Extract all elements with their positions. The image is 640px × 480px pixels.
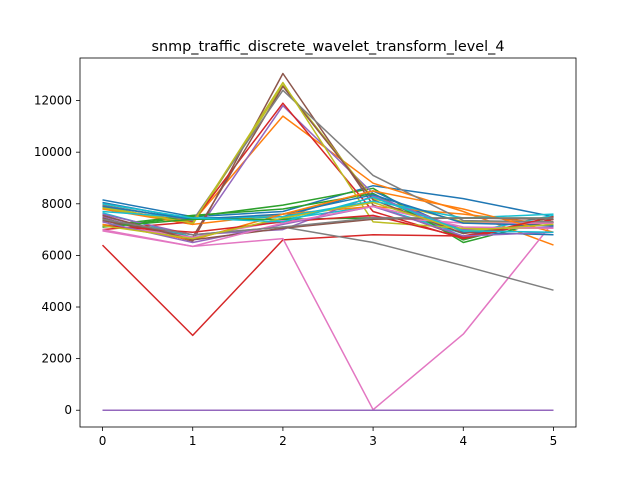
series-line-23 [102, 214, 554, 239]
x-tick-label: 1 [189, 434, 197, 448]
x-tick-label: 0 [99, 434, 107, 448]
series-line-29 [102, 196, 554, 233]
x-tick-label: 4 [459, 434, 467, 448]
series-line-17 [102, 89, 554, 223]
y-tick-label: 12000 [34, 94, 72, 108]
plot-area [80, 58, 576, 427]
axes-frame [79, 57, 577, 428]
axes-layer [79, 57, 577, 428]
y-tick-label: 2000 [41, 352, 72, 366]
series-line-27 [102, 217, 554, 236]
axes-background [80, 58, 576, 427]
series-line-26 [102, 205, 554, 248]
y-tick-label: 10000 [34, 145, 72, 159]
y-tick-label: 6000 [41, 248, 72, 262]
x-tick-label: 5 [550, 434, 558, 448]
x-axis: 0 1 2 3 4 5 [99, 427, 558, 448]
y-axis: 0 2000 4000 6000 8000 10000 12000 [34, 94, 80, 417]
chart-title: snmp_traffic_discrete_wavelet_transform_… [151, 39, 504, 55]
y-tick-label: 4000 [41, 300, 72, 314]
x-tick-label: 2 [279, 434, 287, 448]
y-tick-label: 8000 [41, 197, 72, 211]
series-line-20 [102, 194, 554, 227]
series-line-21 [102, 190, 554, 241]
x-tick-label: 3 [369, 434, 377, 448]
series-line-0 [102, 184, 554, 218]
series-layer [101, 72, 555, 411]
y-tick-label: 0 [64, 403, 72, 417]
